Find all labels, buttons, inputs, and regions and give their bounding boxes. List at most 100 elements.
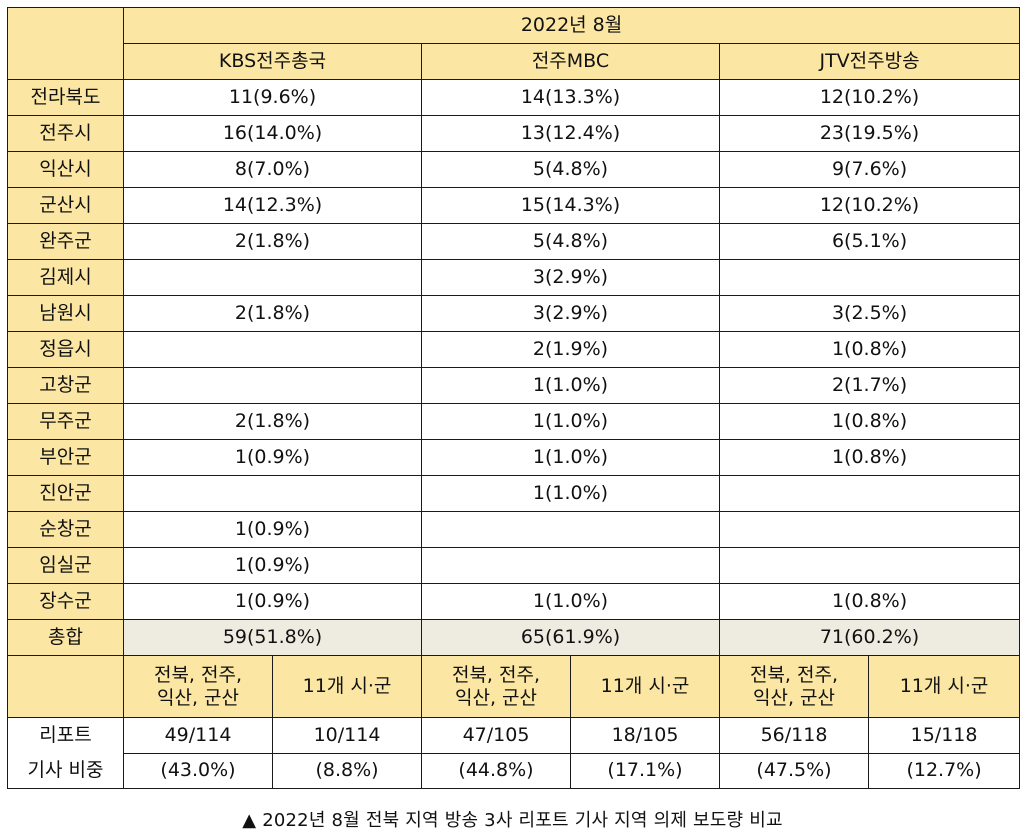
value-cell: 1(0.9%) [123, 547, 422, 584]
report-count: 18/105 [570, 717, 720, 754]
total-value-mbc: 65(61.9%) [421, 619, 720, 656]
region-label: 부안군 [7, 439, 124, 476]
region-label: 정읍시 [7, 331, 124, 368]
report-count-row: 리포트 기사 비중 49/114 10/114 47/105 18/105 56/… [7, 717, 1021, 789]
group-b-header: 11개 시·군 [570, 655, 720, 718]
group-a-line2: 익산, 군산 [157, 686, 239, 709]
value-cell: 14(12.3%) [123, 187, 422, 224]
group-a-line1: 전북, 전주, [749, 663, 839, 686]
report-pct: (47.5%) [719, 752, 869, 789]
value-cell: 8(7.0%) [123, 151, 422, 188]
total-value-kbs: 59(51.8%) [123, 619, 422, 656]
value-cell: 2(1.8%) [123, 223, 422, 260]
region-label: 진안군 [7, 475, 124, 512]
table-row: 전주시 16(14.0%) 13(12.4%) 23(19.5%) [7, 115, 1021, 152]
total-row: 총합 59(51.8%) 65(61.9%) 71(60.2%) [7, 619, 1021, 656]
value-cell [718, 475, 1021, 512]
region-label: 군산시 [7, 187, 124, 224]
report-share-label-line1: 리포트 [39, 724, 92, 746]
report-count: 47/105 [421, 717, 571, 754]
split-header-corner [7, 655, 124, 718]
table-row: 익산시 8(7.0%) 5(4.8%) 9(7.6%) [7, 151, 1021, 188]
report-count: 49/114 [123, 717, 273, 754]
report-pct: (43.0%) [123, 752, 273, 789]
group-a-line1: 전북, 전주, [451, 663, 541, 686]
report-pct: (8.8%) [272, 752, 422, 789]
value-cell: 1(1.0%) [421, 403, 720, 440]
value-cell: 1(0.9%) [123, 511, 422, 548]
report-pct: (12.7%) [867, 752, 1021, 789]
value-cell [123, 475, 422, 512]
region-label: 완주군 [7, 223, 124, 260]
value-cell: 2(1.8%) [123, 403, 422, 440]
value-cell: 6(5.1%) [718, 223, 1021, 260]
group-a-line1: 전북, 전주, [153, 663, 243, 686]
value-cell: 14(13.3%) [421, 79, 720, 116]
coverage-table: 2022년 8월 KBS전주총국 전주MBC JTV전주방송 전라북도 11(9… [7, 7, 1021, 789]
value-cell [718, 511, 1021, 548]
group-b-header: 11개 시·군 [272, 655, 422, 718]
value-cell: 23(19.5%) [718, 115, 1021, 152]
region-label: 무주군 [7, 403, 124, 440]
value-cell: 2(1.9%) [421, 331, 720, 368]
group-a-line2: 익산, 군산 [753, 686, 835, 709]
value-cell: 1(0.8%) [718, 403, 1021, 440]
table-row: 무주군 2(1.8%) 1(1.0%) 1(0.8%) [7, 403, 1021, 440]
value-cell: 12(10.2%) [718, 187, 1021, 224]
value-cell: 12(10.2%) [718, 79, 1021, 116]
report-pct-row: (43.0%) (8.8%) (44.8%) (17.1%) (47.5%) (… [8, 752, 1021, 789]
report-share-label-line2: 기사 비중 [27, 759, 104, 781]
table-row: 완주군 2(1.8%) 5(4.8%) 6(5.1%) [7, 223, 1021, 260]
value-cell: 9(7.6%) [718, 151, 1021, 188]
value-cell [718, 547, 1021, 584]
broadcaster-header-jtv: JTV전주방송 [718, 43, 1021, 80]
value-cell: 5(4.8%) [421, 151, 720, 188]
value-cell [718, 259, 1021, 296]
value-cell: 2(1.7%) [718, 367, 1021, 404]
value-cell [123, 367, 422, 404]
table-row: 장수군 1(0.9%) 1(1.0%) 1(0.8%) [7, 583, 1021, 620]
table-row: 고창군 1(1.0%) 2(1.7%) [7, 367, 1021, 404]
region-label: 장수군 [7, 583, 124, 620]
value-cell: 2(1.8%) [123, 295, 422, 332]
value-cell [421, 511, 720, 548]
group-a-header: 전북, 전주, 익산, 군산 [123, 655, 273, 718]
region-label: 익산시 [7, 151, 124, 188]
table-row: 정읍시 2(1.9%) 1(0.8%) [7, 331, 1021, 368]
table-row: 전라북도 11(9.6%) 14(13.3%) 12(10.2%) [7, 79, 1021, 116]
report-pct: (44.8%) [421, 752, 571, 789]
broadcaster-header-mbc: 전주MBC [421, 43, 720, 80]
value-cell: 1(0.9%) [123, 583, 422, 620]
value-cell: 1(1.0%) [421, 439, 720, 476]
region-label: 남원시 [7, 295, 124, 332]
value-cell: 3(2.9%) [421, 259, 720, 296]
value-cell: 3(2.5%) [718, 295, 1021, 332]
region-label: 임실군 [7, 547, 124, 584]
table-row: 순창군 1(0.9%) [7, 511, 1021, 548]
value-cell: 13(12.4%) [421, 115, 720, 152]
value-cell [123, 331, 422, 368]
split-header-row: 전북, 전주, 익산, 군산 11개 시·군 전북, 전주, 익산, 군산 11개 … [7, 655, 1021, 718]
broadcaster-header-kbs: KBS전주총국 [123, 43, 422, 80]
table-row: 남원시 2(1.8%) 3(2.9%) 3(2.5%) [7, 295, 1021, 332]
table-row: 임실군 1(0.9%) [7, 547, 1021, 584]
value-cell: 1(0.9%) [123, 439, 422, 476]
report-pct: (17.1%) [570, 752, 720, 789]
group-a-header: 전북, 전주, 익산, 군산 [421, 655, 571, 718]
value-cell: 16(14.0%) [123, 115, 422, 152]
region-label: 순창군 [7, 511, 124, 548]
table-row: 부안군 1(0.9%) 1(1.0%) 1(0.8%) [7, 439, 1021, 476]
region-label: 전라북도 [7, 79, 124, 116]
value-cell: 15(14.3%) [421, 187, 720, 224]
value-cell: 1(0.8%) [718, 439, 1021, 476]
table-row: 김제시 3(2.9%) [7, 259, 1021, 296]
region-label: 고창군 [7, 367, 124, 404]
total-label: 총합 [7, 619, 124, 656]
value-cell [123, 259, 422, 296]
value-cell: 5(4.8%) [421, 223, 720, 260]
group-a-line2: 익산, 군산 [455, 686, 537, 709]
table-row: 군산시 14(12.3%) 15(14.3%) 12(10.2%) [7, 187, 1021, 224]
value-cell: 1(1.0%) [421, 367, 720, 404]
table-caption: ▲ 2022년 8월 전북 지역 방송 3사 리포트 기사 지역 의제 보도량 … [242, 810, 783, 831]
report-count: 15/118 [867, 717, 1021, 754]
